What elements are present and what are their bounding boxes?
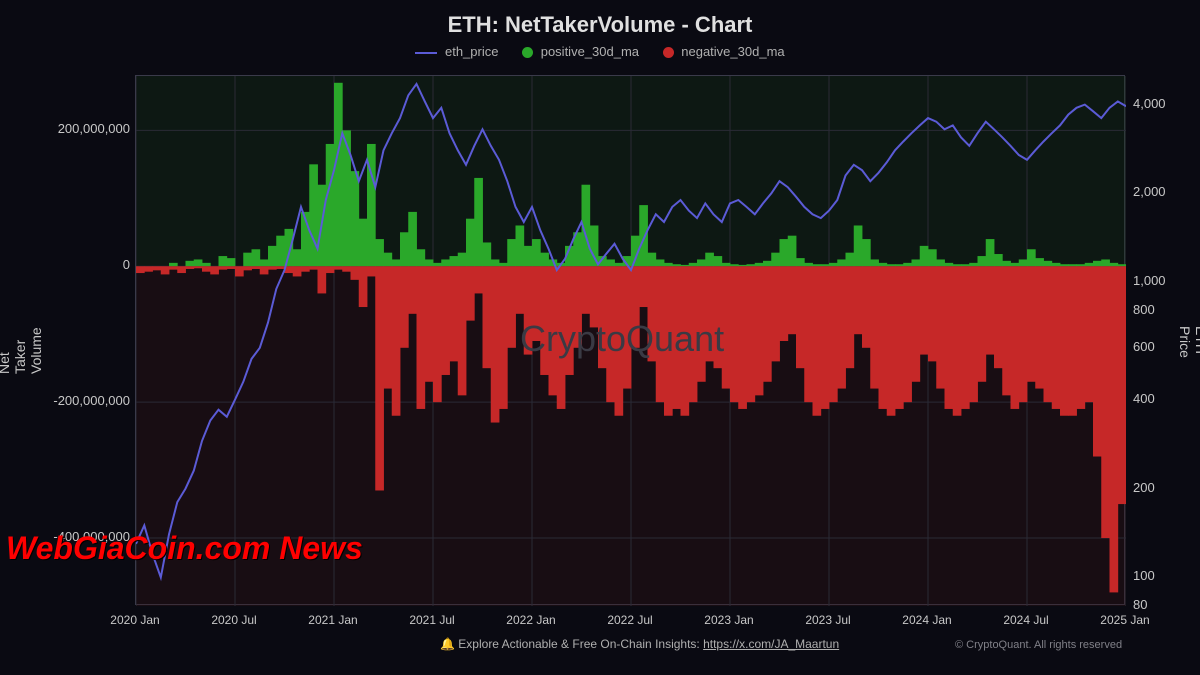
overlay-brand: WebGiaCoin.com News <box>6 530 363 567</box>
legend-negative-label: negative_30d_ma <box>681 44 784 59</box>
y-right-tick: 2,000 <box>1133 184 1166 199</box>
y-right-tick: 200 <box>1133 480 1155 495</box>
y-right-tick: 800 <box>1133 302 1155 317</box>
legend: eth_price positive_30d_ma negative_30d_m… <box>0 44 1200 59</box>
x-tick: 2025 Jan <box>1100 613 1149 627</box>
y-left-tick: 200,000,000 <box>35 121 130 136</box>
footer-link[interactable]: https://x.com/JA_Maartun <box>703 637 839 651</box>
x-tick: 2020 Jan <box>110 613 159 627</box>
bell-icon: 🔔 <box>440 637 455 651</box>
chart-svg <box>136 76 1126 606</box>
legend-positive-label: positive_30d_ma <box>541 44 639 59</box>
y-axis-label-right: ETH Price <box>1177 326 1200 366</box>
legend-price: eth_price <box>415 44 498 59</box>
legend-dot-icon <box>522 47 533 58</box>
y-axis-label-left: Net Taker Volume <box>0 334 44 374</box>
x-tick: 2022 Jul <box>607 613 652 627</box>
copyright: © CryptoQuant. All rights reserved <box>955 639 1122 651</box>
footer-text: 🔔 Explore Actionable & Free On-Chain Ins… <box>440 637 839 651</box>
y-right-tick: 80 <box>1133 597 1147 612</box>
plot-area <box>135 75 1125 605</box>
y-right-tick: 400 <box>1133 391 1155 406</box>
x-tick: 2020 Jul <box>211 613 256 627</box>
y-right-tick: 4,000 <box>1133 96 1166 111</box>
y-left-tick: 0 <box>35 257 130 272</box>
x-tick: 2021 Jul <box>409 613 454 627</box>
legend-positive: positive_30d_ma <box>522 44 639 59</box>
y-left-tick: -200,000,000 <box>35 393 130 408</box>
legend-line-icon <box>415 52 437 54</box>
legend-negative: negative_30d_ma <box>663 44 785 59</box>
chart-title: ETH: NetTakerVolume - Chart <box>0 0 1200 38</box>
x-tick: 2023 Jul <box>805 613 850 627</box>
legend-price-label: eth_price <box>445 44 498 59</box>
x-tick: 2021 Jan <box>308 613 357 627</box>
y-right-tick: 100 <box>1133 568 1155 583</box>
x-tick: 2022 Jan <box>506 613 555 627</box>
x-tick: 2024 Jan <box>902 613 951 627</box>
y-right-tick: 1,000 <box>1133 273 1166 288</box>
footer-msg: Explore Actionable & Free On-Chain Insig… <box>458 637 703 651</box>
x-tick: 2024 Jul <box>1003 613 1048 627</box>
y-right-tick: 600 <box>1133 339 1155 354</box>
x-tick: 2023 Jan <box>704 613 753 627</box>
legend-dot-icon <box>663 47 674 58</box>
